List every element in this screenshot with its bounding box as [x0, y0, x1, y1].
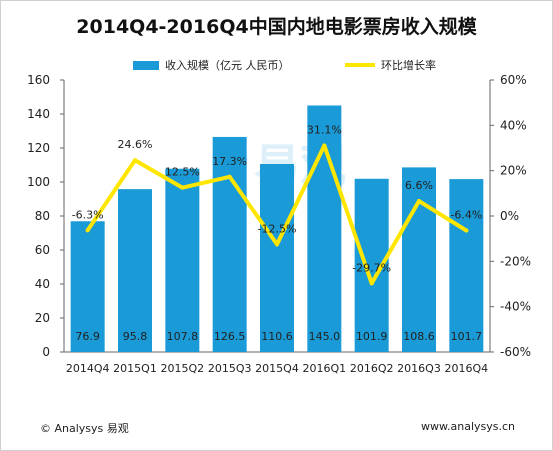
bar-value-label: 145.0: [309, 330, 341, 343]
legend-item-revenue: 收入规模（亿元 人民币）: [133, 57, 290, 73]
x-tick-label: 2016Q3: [397, 362, 441, 375]
bar: [449, 179, 484, 352]
growth-point: [369, 281, 374, 286]
growth-point: [322, 143, 327, 148]
chart-legend: 收入规模（亿元 人民币） 环比增长率: [0, 57, 553, 73]
y-right-tick-label: 20%: [500, 164, 527, 178]
y-right-tick-label: 0%: [500, 209, 519, 223]
growth-point: [227, 174, 232, 179]
growth-value-label: 17.3%: [212, 155, 247, 168]
chart-title: 2014Q4-2016Q4中国内地电影票房收入规模: [76, 16, 477, 38]
x-tick-label: 2015Q4: [255, 362, 299, 375]
y-right-tick-label: -20%: [500, 254, 531, 268]
bar-value-label: 126.5: [214, 330, 246, 343]
bar: [70, 221, 105, 352]
x-tick-label: 2016Q2: [350, 362, 394, 375]
growth-point: [464, 228, 469, 233]
bar: [260, 163, 294, 352]
growth-value-label: 31.1%: [307, 124, 342, 137]
bar: [212, 136, 247, 352]
x-tick-label: 2016Q1: [303, 362, 347, 375]
growth-value-label: 6.6%: [405, 179, 433, 192]
growth-value-label: -6.4%: [450, 209, 482, 222]
growth-value-label: -6.3%: [72, 208, 104, 221]
x-tick-label: 2015Q3: [208, 362, 252, 375]
x-tick-label: 2015Q1: [113, 362, 157, 375]
source-credit: © Analysys 易观: [40, 422, 129, 435]
y-left-tick-label: 60: [35, 243, 50, 257]
y-left-tick-label: 40: [35, 277, 50, 291]
y-right-tick-label: -60%: [500, 345, 531, 359]
y-right-tick-label: -40%: [500, 300, 531, 314]
growth-value-label: -12.5%: [258, 222, 297, 235]
bar-value-label: 108.6: [403, 330, 435, 343]
y-right-tick-label: 40%: [500, 118, 527, 132]
bar: [307, 105, 342, 352]
legend-label-revenue: 收入规模（亿元 人民币）: [165, 59, 290, 72]
bar-value-label: 76.9: [75, 330, 100, 343]
y-left-tick-label: 0: [42, 345, 50, 359]
legend-swatch-bar: [133, 60, 159, 70]
bar-value-label: 107.8: [167, 330, 199, 343]
growth-value-label: -29.7%: [352, 261, 391, 274]
legend-item-growth: 环比增长率: [345, 57, 436, 73]
legend-label-growth: 环比增长率: [381, 59, 436, 72]
y-left-tick-label: 160: [27, 73, 50, 87]
x-tick-label: 2014Q4: [66, 362, 110, 375]
y-left-tick-label: 100: [27, 175, 50, 189]
bar: [118, 189, 152, 352]
growth-value-label: 24.6%: [118, 138, 153, 151]
y-left-tick-label: 80: [35, 209, 50, 223]
growth-point: [417, 199, 421, 204]
bar-value-label: 101.9: [356, 330, 388, 343]
source-url: www.analysys.cn: [421, 420, 515, 433]
bar-value-label: 95.8: [123, 330, 148, 343]
growth-point: [180, 185, 185, 190]
x-tick-label: 2015Q2: [161, 362, 205, 375]
growth-point: [133, 158, 137, 163]
bar: [165, 168, 200, 352]
y-right-tick-label: 60%: [500, 73, 527, 87]
bar-value-label: 101.7: [451, 330, 483, 343]
bar: [402, 167, 436, 352]
legend-swatch-line: [345, 63, 375, 67]
y-left-tick-label: 20: [35, 311, 50, 325]
bar-value-label: 110.6: [261, 330, 293, 343]
growth-point: [275, 242, 279, 247]
x-tick-label: 2016Q4: [445, 362, 489, 375]
growth-point: [85, 228, 90, 233]
growth-value-label: 12.5%: [165, 166, 200, 179]
y-left-tick-label: 140: [27, 107, 50, 121]
y-left-tick-label: 120: [27, 141, 50, 155]
